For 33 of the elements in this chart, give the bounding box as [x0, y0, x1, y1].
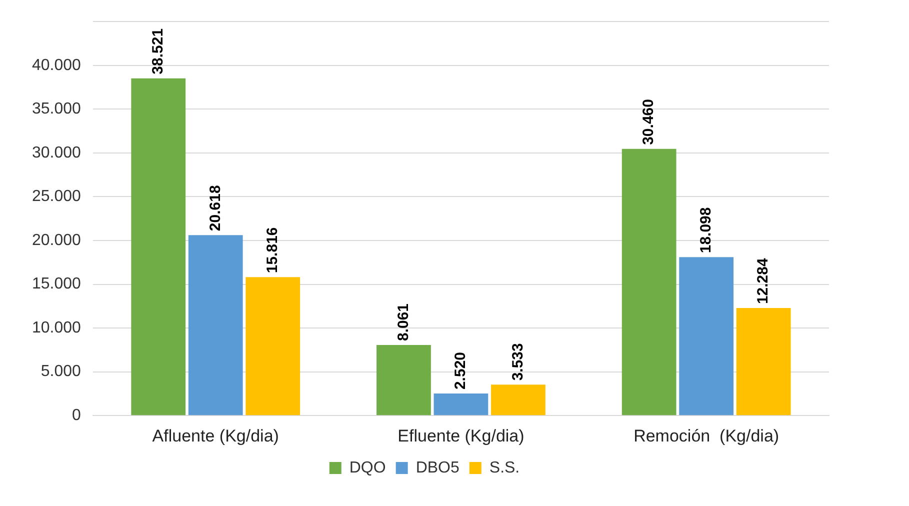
y-tick-label: 35.000: [32, 100, 82, 118]
bar: [188, 235, 243, 416]
bar: [491, 384, 546, 416]
x-tick-label: Efluente (Kg/dia): [398, 426, 524, 446]
x-tick-label: Afluente (Kg/dia): [152, 426, 279, 446]
data-label: 20.618: [206, 185, 224, 232]
y-tick-label: 25.000: [32, 188, 82, 206]
x-tick-label: Remoción (Kg/dia): [634, 426, 780, 446]
data-label: 18.098: [697, 207, 714, 254]
y-tick-label: 30.000: [32, 144, 82, 162]
data-label: 8.061: [394, 303, 412, 342]
y-tick-label: 0: [72, 407, 82, 424]
y-tick-label: 5.000: [40, 363, 82, 380]
bar: [434, 394, 488, 416]
data-label: 30.460: [640, 99, 658, 145]
y-tick-label: 10.000: [32, 319, 82, 336]
y-tick-label: 40.000: [32, 56, 82, 74]
data-label: 3.533: [509, 343, 526, 381]
bar: [622, 148, 676, 416]
bar: [131, 78, 186, 416]
legend-label: DBO5: [416, 459, 460, 476]
data-label: 2.520: [452, 352, 470, 390]
bar: [246, 277, 300, 416]
legend-label: DQO: [349, 459, 386, 476]
bar: [679, 257, 734, 416]
data-label: 12.284: [754, 258, 772, 304]
bar: [376, 345, 431, 416]
data-label: 15.816: [264, 227, 282, 274]
y-tick-label: 20.000: [32, 232, 82, 249]
data-label: 38.521: [150, 28, 167, 74]
bar: [736, 308, 791, 416]
legend-label: S.S.: [489, 459, 520, 476]
y-tick-label: 15.000: [32, 276, 82, 293]
